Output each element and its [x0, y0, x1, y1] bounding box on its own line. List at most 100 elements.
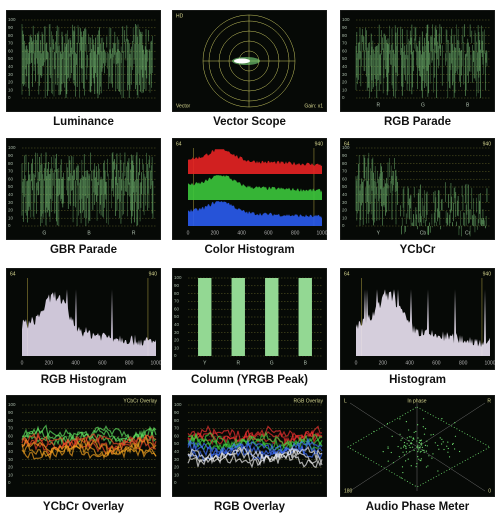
phase-dot — [386, 422, 389, 425]
scope-label: R — [487, 398, 491, 404]
phase-dot — [392, 462, 395, 464]
overlay-trace — [21, 435, 157, 456]
phase-dot — [401, 466, 404, 468]
phase-dot — [441, 443, 443, 445]
scale-label: 70 — [342, 169, 348, 174]
scale-label: 50 — [174, 441, 180, 446]
scale-label: 100 — [174, 275, 182, 280]
scale-label: 40 — [342, 64, 348, 69]
scale-label: 40 — [174, 322, 180, 327]
scale-label: 50 — [342, 56, 348, 61]
scale-label: 100 — [174, 402, 182, 407]
scope-label: 64 — [344, 141, 350, 147]
scope-panel: 0 200 400 600 800 1000 64 940 — [340, 268, 495, 370]
phase-dot — [427, 465, 429, 467]
phase-dot — [399, 418, 401, 420]
phase-dot — [419, 451, 421, 453]
phase-dot — [420, 450, 422, 452]
scale-label: 20 — [342, 208, 348, 213]
phase-dot — [407, 458, 409, 460]
phase-dot — [391, 435, 393, 437]
phase-dot — [400, 439, 402, 441]
scale-label: 40 — [342, 192, 348, 197]
histogram-area — [188, 175, 322, 200]
phase-dot — [405, 460, 407, 462]
scale-label: 90 — [8, 410, 14, 415]
scale-label: 60 — [342, 48, 348, 53]
scale-label: 70 — [174, 426, 180, 431]
phase-dot — [437, 444, 439, 447]
phase-dot — [408, 436, 411, 438]
phase-dot — [418, 441, 420, 443]
scale-label: 70 — [8, 41, 14, 46]
phase-dot — [404, 445, 406, 447]
channel-label: R — [132, 230, 136, 236]
phase-dot — [418, 449, 420, 451]
scale-label: 70 — [174, 299, 180, 304]
phase-dot — [451, 443, 454, 445]
caption: RGB Histogram — [40, 374, 127, 386]
phase-dot — [419, 459, 421, 461]
scope-panel: L In phase R 180 0 — [340, 395, 495, 497]
phase-dot — [415, 430, 417, 433]
scope-label: 0 — [488, 488, 491, 494]
scale-label: 70 — [342, 41, 348, 46]
phase-dot — [417, 424, 419, 426]
scale-label: 10 — [342, 215, 348, 220]
scale-label: 80 — [342, 161, 348, 166]
scale-label: 60 — [8, 48, 14, 53]
phase-dot — [401, 437, 403, 439]
overlay-trace — [21, 440, 157, 460]
channel-label: Cb — [420, 230, 427, 236]
scale-label: 30 — [8, 200, 14, 205]
phase-dot — [447, 451, 449, 453]
caption: Vector Scope — [213, 116, 286, 128]
x-tick-label: 1000 — [150, 360, 161, 366]
x-tick-label: 400 — [405, 360, 414, 366]
scale-label: 50 — [8, 56, 14, 61]
phase-dot — [454, 448, 456, 450]
x-tick-label: 1000 — [316, 230, 327, 236]
scale-label: 30 — [8, 457, 14, 462]
overlay-trace — [187, 441, 323, 461]
x-tick-label: 200 — [379, 360, 388, 366]
scale-label: 30 — [8, 72, 14, 77]
x-tick-label: 1000 — [484, 360, 495, 366]
scale-label: 80 — [8, 161, 14, 166]
phase-dot — [417, 444, 419, 446]
phase-dot — [390, 451, 392, 454]
phase-dot — [408, 429, 410, 431]
x-tick-label: 600 — [432, 360, 441, 366]
scale-label: 90 — [174, 410, 180, 415]
scope-panel: HD Vector Gain: x1 — [172, 10, 327, 112]
phase-dot — [417, 455, 419, 458]
phase-dot — [405, 451, 408, 453]
x-tick-label: 800 — [125, 360, 134, 366]
scope-label: RGB Overlay — [294, 398, 324, 404]
scale-label: 10 — [174, 472, 180, 477]
channel-label: R — [377, 102, 381, 108]
scale-label: 0 — [342, 223, 345, 228]
scale-label: 40 — [8, 449, 14, 454]
scale-label: 100 — [8, 17, 16, 22]
phase-dot — [373, 430, 375, 433]
phase-dot — [405, 447, 407, 450]
phase-dot — [454, 422, 456, 424]
phase-dot — [421, 446, 424, 448]
channel-label: B — [87, 230, 91, 236]
scope-label: 940 — [483, 141, 492, 147]
x-tick-label: 400 — [71, 360, 80, 366]
scale-label: 60 — [8, 433, 14, 438]
overlay-trace — [21, 444, 157, 460]
x-tick-label: 800 — [459, 360, 468, 366]
scale-label: 60 — [174, 306, 180, 311]
scale-label: 10 — [8, 215, 14, 220]
histogram-area — [356, 289, 490, 356]
scale-label: 80 — [174, 291, 180, 296]
peak-column — [298, 278, 312, 356]
scale-label: 70 — [8, 169, 14, 174]
scale-label: 60 — [8, 176, 14, 181]
